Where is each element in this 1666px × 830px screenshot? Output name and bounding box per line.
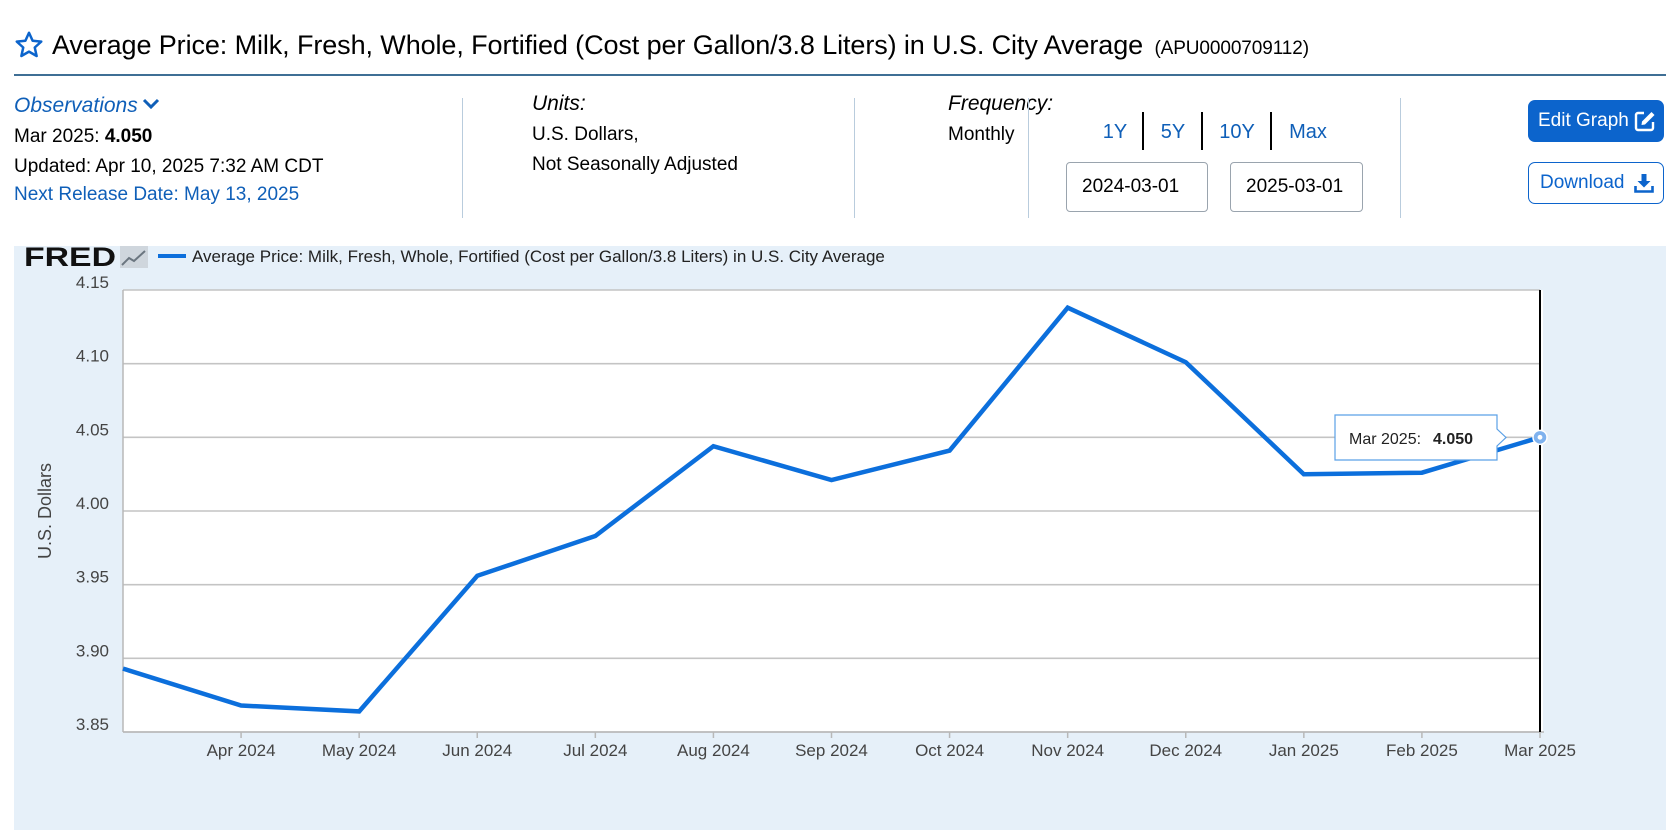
x-tick-label: Feb 2025 (1386, 741, 1458, 760)
tooltip-box (1334, 414, 1507, 461)
x-tick-label: Jun 2024 (442, 741, 512, 760)
end-date-input[interactable] (1230, 162, 1363, 212)
x-tick-label: Nov 2024 (1031, 741, 1104, 760)
series (122, 304, 1541, 714)
start-date-input[interactable] (1066, 162, 1208, 212)
frequency-label: Frequency: (948, 92, 1054, 115)
chevron-down-icon (142, 98, 159, 110)
x-axis: Apr 2024 May 2024 Jun 2024 Jul 2024 Aug 2024… (207, 732, 1576, 760)
units-label: Units: (532, 92, 586, 115)
observation-value: 4.050 (104, 126, 153, 147)
download-icon (1634, 174, 1654, 193)
y-tick-label: 4.10 (76, 347, 109, 366)
divider (854, 98, 855, 218)
y-tick-label: 3.90 (76, 641, 109, 660)
download-label: Download (1540, 172, 1625, 193)
x-tick-label: May 2024 (322, 741, 397, 760)
series-title: Average Price: Milk, Fresh, Whole, Forti… (52, 30, 1144, 60)
series-line[interactable] (122, 304, 1541, 714)
edit-graph-label: Edit Graph (1538, 110, 1629, 131)
units-line-1: U.S. Dollars, (532, 124, 639, 145)
next-release-link[interactable]: Next Release Date: May 13, 2025 (14, 184, 300, 205)
fred-logo-chart-icon (120, 246, 148, 268)
divider (1400, 98, 1401, 218)
range-separator (1201, 112, 1203, 150)
edit-icon (1634, 111, 1655, 132)
y-tick-label: 4.15 (76, 273, 109, 292)
page-title: Average Price: Milk, Fresh, Whole, Forti… (52, 30, 1309, 61)
range-separator (1142, 112, 1144, 150)
series-meta: Observations Mar 2025: 4.050 Updated: Ap… (0, 90, 1666, 230)
updated-text: Updated: Apr 10, 2025 7:32 AM CDT (14, 156, 324, 177)
frequency-value: Monthly (948, 124, 1015, 145)
range-10y-button[interactable]: 10Y (1219, 121, 1255, 143)
tooltip: Mar 2025: 4.050 (1334, 290, 1548, 732)
hover-marker-center (1537, 434, 1543, 440)
divider (1028, 98, 1029, 218)
x-tick-label: Jul 2024 (563, 741, 627, 760)
units-line-2: Not Seasonally Adjusted (532, 154, 738, 175)
x-tick-label: Oct 2024 (915, 741, 984, 760)
y-tick-label: 4.00 (76, 494, 109, 513)
series-id: (APU0000709112) (1154, 38, 1309, 59)
line-chart[interactable]: FRED Average Price: Milk, Fresh, Whole, … (14, 246, 1666, 830)
x-tick-label: Aug 2024 (677, 741, 750, 760)
fred-logo[interactable]: FRED (24, 246, 116, 272)
title-bar: Average Price: Milk, Fresh, Whole, Forti… (14, 24, 1666, 76)
x-tick-label: Sep 2024 (795, 741, 868, 760)
x-tick-label: Apr 2024 (207, 741, 276, 760)
edit-graph-button[interactable]: Edit Graph (1528, 100, 1664, 142)
y-axis: 4.15 4.10 4.05 4.00 3.95 3.90 3.85 (76, 273, 109, 734)
range-max-button[interactable]: Max (1289, 121, 1327, 143)
latest-observation: Mar 2025: 4.050 (14, 126, 152, 148)
x-tick-label: Jan 2025 (1269, 741, 1339, 760)
range-5y-button[interactable]: 5Y (1160, 121, 1186, 143)
legend-label: Average Price: Milk, Fresh, Whole, Forti… (192, 247, 885, 266)
x-tick-label: Dec 2024 (1149, 741, 1222, 760)
tooltip-value: 4.050 (1433, 431, 1473, 448)
range-separator (1270, 112, 1272, 150)
observations-toggle[interactable]: Observations (14, 94, 160, 118)
y-tick-label: 4.05 (76, 420, 109, 439)
chart-panel: FRED Average Price: Milk, Fresh, Whole, … (14, 246, 1666, 830)
divider (462, 98, 463, 218)
download-button[interactable]: Download (1528, 162, 1664, 204)
y-tick-label: 3.85 (76, 715, 109, 734)
range-1y-button[interactable]: 1Y (1102, 121, 1128, 143)
observation-date: Mar 2025: (14, 126, 100, 147)
y-axis-label: U.S. Dollars (35, 463, 55, 559)
star-icon[interactable] (14, 30, 44, 60)
y-tick-label: 3.95 (76, 568, 109, 587)
x-tick-label: Mar 2025 (1504, 741, 1576, 760)
tooltip-date: Mar 2025: (1349, 431, 1421, 448)
observations-label: Observations (14, 94, 138, 117)
